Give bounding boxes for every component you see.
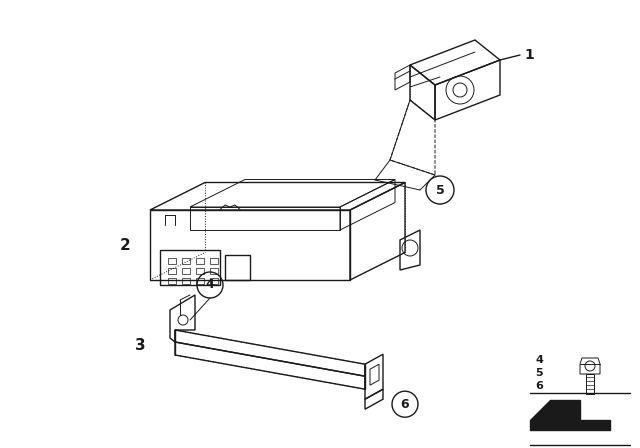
Text: 6: 6 — [401, 398, 410, 411]
Text: 2: 2 — [120, 237, 131, 253]
Polygon shape — [530, 400, 580, 420]
Polygon shape — [530, 420, 610, 430]
Text: 5: 5 — [535, 368, 543, 378]
Text: 4: 4 — [535, 355, 543, 365]
Text: 4: 4 — [205, 279, 214, 292]
Text: 6: 6 — [535, 381, 543, 391]
Text: 3: 3 — [134, 337, 145, 353]
Text: 1: 1 — [524, 48, 534, 62]
Text: 5: 5 — [436, 184, 444, 197]
